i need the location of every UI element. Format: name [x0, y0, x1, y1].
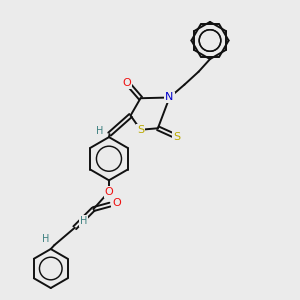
Text: H: H — [80, 216, 88, 226]
Text: H: H — [42, 233, 50, 244]
Text: S: S — [173, 132, 180, 142]
Text: O: O — [123, 78, 131, 88]
Text: O: O — [112, 198, 121, 208]
Text: N: N — [165, 92, 174, 103]
Text: S: S — [137, 125, 144, 135]
Text: H: H — [96, 125, 104, 136]
Text: O: O — [105, 187, 113, 197]
